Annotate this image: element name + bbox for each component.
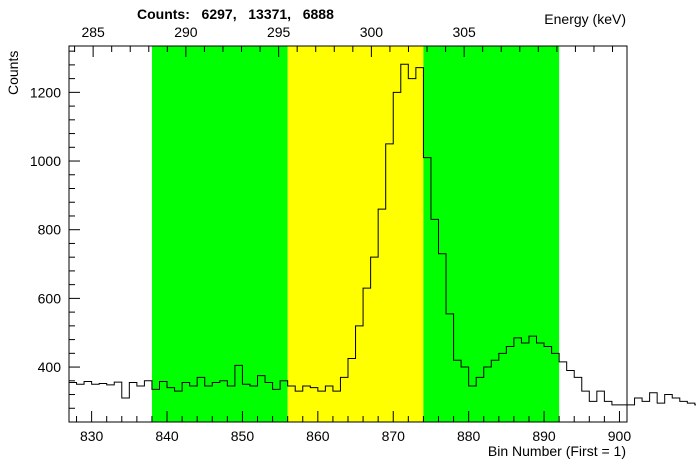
top-tick-label: 290 [174, 24, 198, 40]
x-tick-label: 860 [306, 428, 330, 444]
axis-ticks [69, 46, 620, 423]
x-tick-label: 850 [231, 428, 255, 444]
x-tick-label: 870 [382, 428, 406, 444]
tick-labels: 830 840 850 860 870 880 890 900 400 600 800 1000 120… [30, 24, 632, 444]
counts-title: Counts: 6297, 13371, 6888 [137, 6, 334, 22]
y-tick-label: 400 [38, 359, 62, 375]
y-tick-label: 1000 [30, 153, 61, 169]
top-tick-label: 300 [360, 24, 384, 40]
histogram-line [69, 63, 696, 406]
x-tick-label: 840 [155, 428, 179, 444]
y-tick-label: 800 [38, 222, 62, 238]
region-1 [151, 46, 288, 422]
count-regions [151, 46, 560, 422]
x-axis-title: Bin Number (First = 1) [488, 443, 626, 459]
x-tick-label: 830 [80, 428, 104, 444]
x-tick-label: 880 [457, 428, 481, 444]
top-tick-label: 305 [452, 24, 476, 40]
histogram-steps [69, 63, 696, 406]
y-tick-label: 600 [38, 290, 62, 306]
top-axis-title: Energy (keV) [544, 11, 626, 27]
top-tick-label: 295 [267, 24, 291, 40]
x-tick-label: 900 [608, 428, 632, 444]
y-tick-label: 1200 [30, 84, 61, 100]
region-3 [423, 46, 560, 422]
region-2 [287, 46, 424, 422]
x-tick-label: 890 [532, 428, 556, 444]
y-axis-title: Counts [5, 51, 21, 95]
top-tick-label: 285 [81, 24, 105, 40]
